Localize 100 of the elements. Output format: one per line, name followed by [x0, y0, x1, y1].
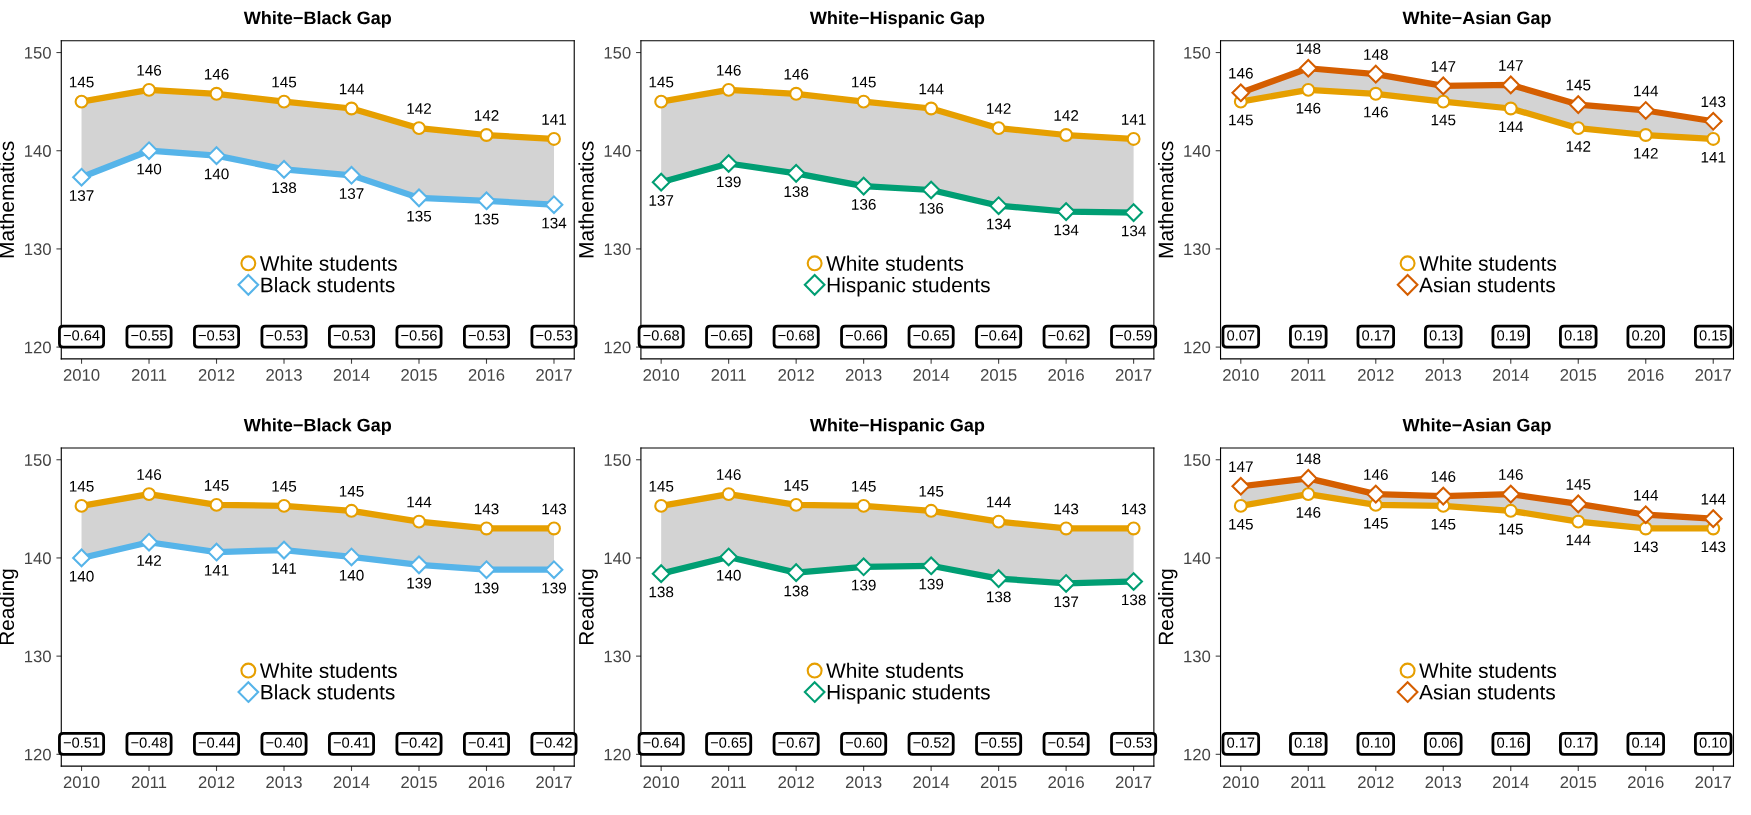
- point: [544, 560, 564, 580]
- point: [477, 560, 496, 580]
- data-label: 146: [1296, 102, 1321, 114]
- x-tick-label: 2011: [131, 369, 167, 381]
- data-label: 143: [1122, 503, 1146, 515]
- x-tick-label: 2012: [778, 369, 814, 381]
- legend-label: White students: [826, 255, 964, 271]
- point: [1703, 509, 1723, 529]
- x-tick-label: 2016: [1628, 369, 1664, 381]
- point: [1636, 505, 1656, 525]
- data-label: 139: [474, 582, 499, 594]
- x-tick-label: 2013: [266, 369, 302, 381]
- x-tick-label: 2016: [468, 369, 505, 381]
- annotation: 0.07: [1227, 330, 1255, 341]
- point: [274, 540, 294, 560]
- data-label: 145: [1364, 517, 1388, 529]
- x-tick-label: 2017: [1115, 369, 1152, 381]
- data-label: 134: [987, 218, 1011, 230]
- x-tick-label: 2010: [1223, 776, 1259, 789]
- point: [1301, 487, 1316, 502]
- point: [651, 564, 671, 584]
- data-label: 146: [717, 469, 741, 480]
- point: [74, 94, 89, 109]
- annotation: 0.19: [1497, 330, 1525, 341]
- point: [207, 542, 226, 562]
- y-tick-label: 120: [1184, 748, 1211, 761]
- y-tick-label: 130: [25, 650, 51, 663]
- y-tick-label: 120: [604, 748, 631, 761]
- data-label: 146: [1364, 106, 1388, 118]
- annotation: 0.10: [1699, 737, 1727, 748]
- data-label: 146: [137, 64, 162, 76]
- point: [1056, 202, 1076, 221]
- point: [1503, 101, 1518, 116]
- y-tick-label: 120: [1184, 341, 1211, 354]
- legend-label: Hispanic students: [827, 277, 990, 297]
- data-label: 146: [1296, 507, 1321, 518]
- y-tick-label: 130: [1184, 650, 1211, 663]
- data-label: 145: [69, 76, 94, 88]
- x-tick-label: 2017: [1695, 369, 1731, 381]
- annotation: −0.52: [913, 737, 949, 748]
- data-label: 137: [339, 188, 364, 199]
- data-label: 140: [137, 163, 162, 175]
- point: [721, 82, 736, 97]
- x-tick-label: 2012: [778, 776, 814, 789]
- data-label: 145: [272, 481, 297, 492]
- data-label: 143: [1701, 541, 1726, 553]
- legend-label: White students: [1419, 662, 1557, 679]
- point: [139, 141, 159, 161]
- y-tick-label: 140: [604, 145, 631, 157]
- data-label: 144: [339, 83, 364, 95]
- data-label: 136: [919, 202, 944, 214]
- point: [277, 498, 291, 513]
- annotation: 0.16: [1497, 737, 1525, 748]
- x-tick-label: 2010: [643, 369, 680, 381]
- point: [924, 101, 939, 116]
- chart-title: White−Hispanic Gap: [809, 11, 985, 28]
- point: [1126, 132, 1141, 146]
- data-label: 139: [852, 579, 876, 591]
- x-tick-label: 2015: [980, 776, 1017, 789]
- x-tick-label: 2013: [845, 776, 882, 789]
- point: [72, 548, 91, 568]
- point: [719, 547, 739, 567]
- point: [991, 121, 1006, 136]
- point: [1301, 82, 1316, 97]
- point: [789, 86, 804, 101]
- point: [1568, 494, 1588, 514]
- annotation: −0.65: [913, 330, 949, 341]
- y-tick-label: 150: [25, 454, 51, 466]
- data-label: 141: [542, 114, 566, 125]
- data-label: 139: [407, 577, 432, 589]
- data-label: 138: [649, 586, 674, 598]
- y-tick-label: 140: [25, 552, 51, 565]
- y-tick-label: 140: [25, 145, 51, 157]
- annotation: −0.65: [710, 737, 747, 748]
- annotation: −0.53: [536, 330, 572, 341]
- data-label: 145: [852, 76, 876, 88]
- x-tick-label: 2012: [1358, 776, 1394, 789]
- annotation: 0.20: [1632, 330, 1660, 341]
- data-label: 146: [1364, 469, 1388, 480]
- point: [1366, 64, 1386, 84]
- chart-title: White−Black Gap: [243, 11, 392, 28]
- data-label: 141: [1701, 152, 1726, 163]
- x-tick-label: 2011: [1291, 369, 1326, 381]
- annotation: 0.17: [1227, 737, 1255, 748]
- data-label: 134: [1122, 225, 1146, 237]
- data-label: 143: [1634, 541, 1658, 553]
- point: [544, 195, 564, 215]
- data-label: 134: [1054, 224, 1079, 236]
- annotation: 0.19: [1294, 330, 1322, 341]
- x-tick-label: 2013: [266, 776, 302, 789]
- point: [1501, 75, 1521, 95]
- annotation: −0.51: [63, 737, 100, 748]
- point: [547, 521, 561, 536]
- x-tick-label: 2013: [1425, 369, 1462, 381]
- x-tick-label: 2015: [1560, 776, 1597, 789]
- data-label: 143: [542, 503, 567, 515]
- annotation: −0.64: [63, 330, 100, 341]
- x-tick-label: 2016: [1048, 369, 1084, 381]
- annotation: −0.44: [198, 737, 235, 748]
- data-label: 142: [474, 110, 499, 121]
